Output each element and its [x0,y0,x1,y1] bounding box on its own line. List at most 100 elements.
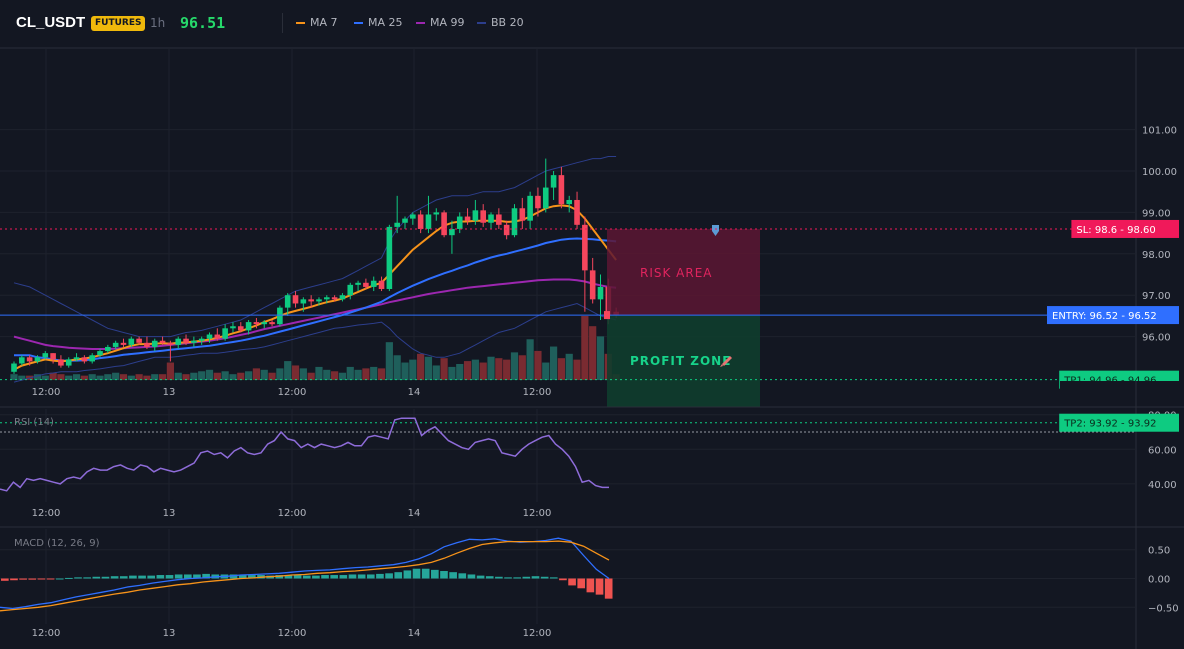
candle-body [324,297,330,300]
macd-histogram-bar [284,575,293,579]
candle-body [363,282,369,287]
macd-axis-label: 0.50 [1148,546,1170,557]
trade-zones: RISK AREA PROFIT ZONE [0,225,1136,424]
price-axis-label: 100.00 [1142,167,1177,178]
macd-histogram-bar [119,576,128,579]
volume-bar [596,336,605,380]
candle-body [417,214,424,229]
volume-bar [119,374,128,380]
header-divider [282,13,283,33]
time-axis-label: 12:00 [32,387,61,398]
tp2-tag: TP2: 93.92 - 93.92 [1063,419,1156,430]
legend-bb20[interactable]: BB 20 [477,16,524,29]
candle-body [159,340,166,343]
ma7-line [13,204,617,371]
volume-bar [158,374,167,380]
candle-body [191,340,197,343]
candle-body [535,195,541,209]
candle-body [582,224,588,271]
risk-area-label: RISK AREA [640,266,713,280]
candle-body [433,212,440,215]
time-axis-label: 12:00 [32,508,61,519]
volume-bar [370,366,378,380]
volume-bar [377,368,386,380]
candle-body [277,307,283,325]
macd-histogram-bar [366,574,375,579]
candle-body [370,280,377,287]
macd-histogram-bar [330,575,339,579]
volume-bar [41,375,49,380]
volume-bar [565,353,573,380]
legend-label: MA 25 [368,16,403,29]
volume-bar [182,374,190,380]
macd-histogram-bar [1,578,9,581]
volume-bar [229,374,237,380]
volume-bar [495,358,503,380]
candle-body [378,280,385,289]
macd-histogram-bar [577,578,586,589]
legend-ma7[interactable]: MA 7 [296,16,338,29]
volume-bar [104,374,112,380]
time-axis-label: 12:00 [278,387,307,398]
candle-body [237,326,244,331]
candle-body [449,228,455,236]
price-axis-label: 96.00 [1142,333,1171,344]
candle-body [261,322,268,325]
profit-zone-label: PROFIT ZONE [630,354,731,368]
candle-body [331,297,338,300]
volume-bar [393,355,401,380]
candle-body [222,328,228,339]
candle-body [144,342,150,347]
volume-bar [315,366,323,380]
legend-ma99[interactable]: MA 99 [416,16,465,29]
candle-body [511,208,518,236]
macd-histogram-bar [321,575,329,579]
volume-bar [346,366,354,380]
symbol-title[interactable]: CL_USDT [16,14,86,31]
ma99-line [13,278,617,350]
macd-histogram-bar [568,578,576,586]
price-axis-label: 99.00 [1142,208,1171,219]
candle-body [34,357,41,362]
candle-body [269,322,275,325]
volume-bar [190,372,198,380]
volume-bar [57,374,65,380]
macd-histogram-bar [458,573,467,579]
legend-ma25[interactable]: MA 25 [354,16,403,29]
candle-body [198,338,205,341]
macd-histogram-bar [440,571,448,579]
volume-bar [542,362,550,380]
macd-histogram-bar [101,576,110,579]
macd-histogram-bar [376,573,384,579]
tp2-tag-bg [1059,413,1179,432]
macd-histogram-bar [559,578,567,581]
macd-histogram-bar [339,575,348,579]
moving-averages [13,204,617,371]
volume-bar [10,374,18,380]
futures-badge: FUTURES [91,16,146,31]
candle-body [214,334,221,339]
volume-bar [424,356,433,380]
candle-body [230,326,236,329]
macd-histogram-bar [46,578,55,580]
timeframe-label[interactable]: 1h [150,16,166,30]
volume-bar [503,359,511,380]
candle-body [120,342,127,345]
risk-area-zone [607,228,760,316]
volume-bar [401,362,409,380]
candle-body [300,299,307,304]
candle-body [316,299,322,302]
time-axis-label: 12:00 [523,387,552,398]
macd-histogram-bar [92,576,101,579]
entry-tag: ENTRY: 96.52 - 96.52 [1052,311,1157,322]
volume-bar [471,359,479,380]
volume-bar [127,375,135,380]
volume-bar [385,342,393,380]
macd-histogram-bar [513,577,522,579]
macd-histogram-bar [476,575,485,579]
time-axis-label: 12:00 [523,508,552,519]
candle-body [550,175,557,188]
legend-label: BB 20 [491,16,524,29]
macd-histogram-bar [431,569,439,579]
